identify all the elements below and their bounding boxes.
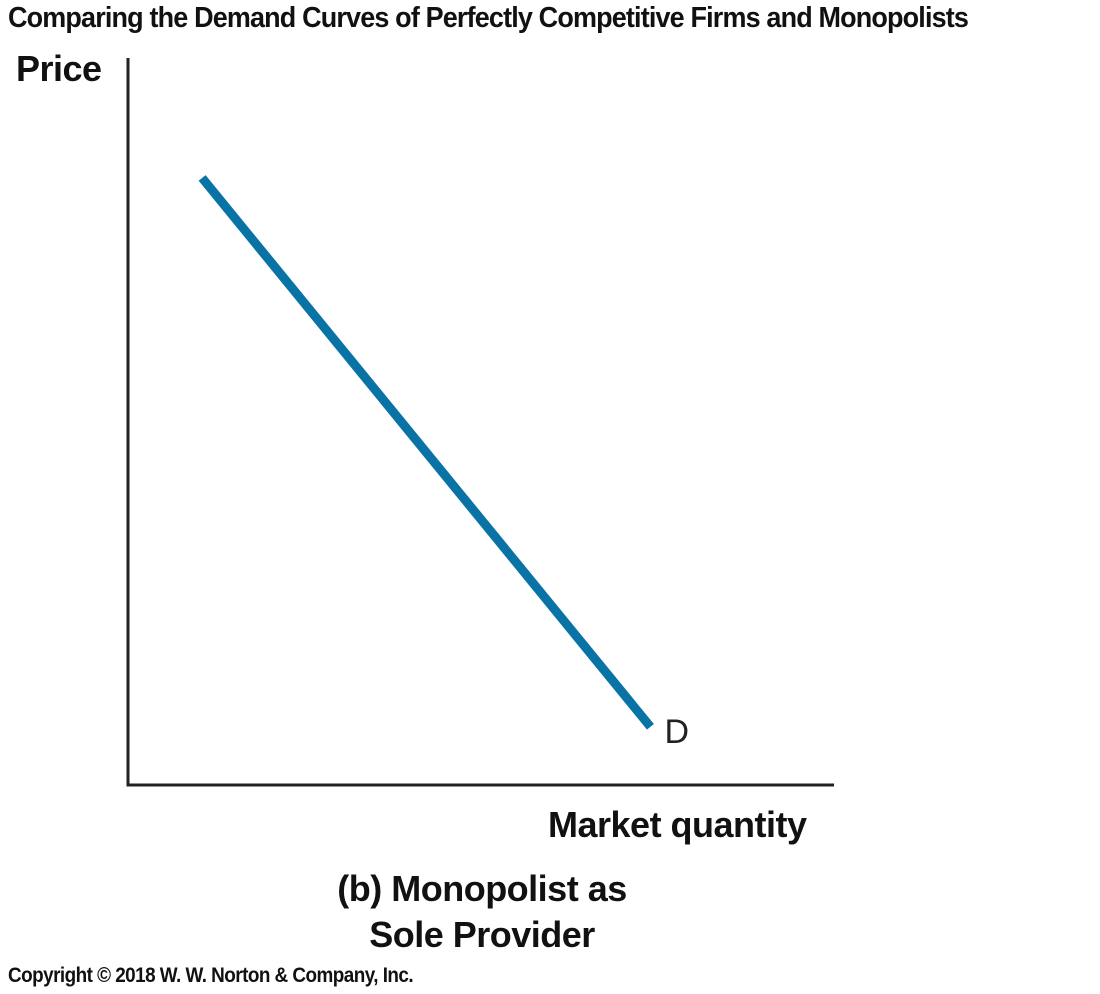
panel-caption-line-1: (b) Monopolist as [337,868,627,909]
figure-title: Comparing the Demand Curves of Perfectly… [8,2,969,34]
demand-curve-d [198,175,654,730]
y-axis-label: Price [16,48,102,89]
panel-caption-line-2: Sole Provider [369,914,595,955]
panel-caption: (b) Monopolist as Sole Provider [300,866,664,958]
x-axis-label: Market quantity [548,804,807,845]
demand-curve-label: D [664,713,689,751]
series-layer: D [198,175,689,751]
copyright-notice: Copyright © 2018 W. W. Norton & Company,… [8,964,414,987]
